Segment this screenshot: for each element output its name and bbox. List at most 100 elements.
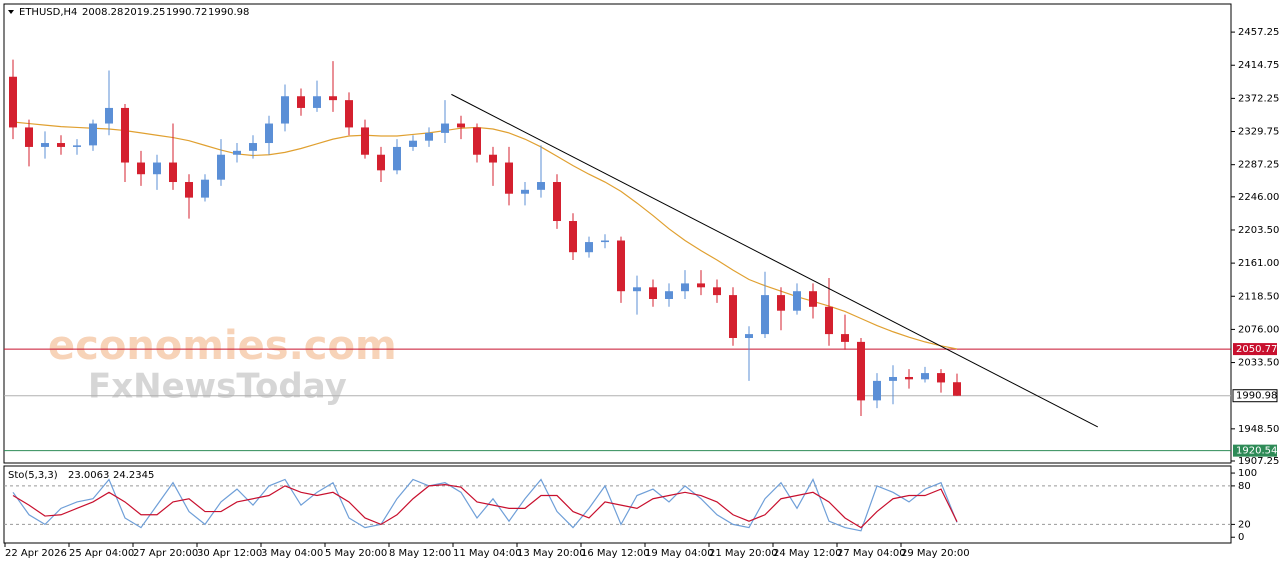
osc-tick-label: 80 bbox=[1238, 481, 1251, 492]
y-tick-label: 2457.25 bbox=[1238, 27, 1279, 38]
candle-body bbox=[57, 143, 65, 147]
candle-body bbox=[409, 140, 417, 147]
candle-body bbox=[777, 295, 785, 311]
x-tick-label: 11 May 04:00 bbox=[453, 548, 522, 559]
y-tick-label: 2076.00 bbox=[1238, 324, 1279, 335]
candle-body bbox=[217, 154, 225, 180]
header-low: 1990.72 bbox=[166, 7, 207, 18]
candle-body bbox=[521, 189, 529, 194]
candle-body bbox=[377, 154, 385, 171]
candle-body bbox=[825, 306, 833, 335]
osc-tick-label: 20 bbox=[1238, 519, 1251, 530]
candle-body bbox=[697, 283, 705, 288]
x-tick-label: 8 May 12:00 bbox=[389, 548, 451, 559]
x-tick-label: 3 May 04:00 bbox=[261, 548, 323, 559]
candle-body bbox=[105, 107, 113, 124]
candle-body bbox=[329, 96, 337, 101]
stochastic-k bbox=[12, 478, 958, 532]
candle-body bbox=[649, 287, 657, 299]
price-tag-label: 2050.77 bbox=[1236, 344, 1277, 355]
candle-body bbox=[713, 287, 721, 296]
y-tick-label: 2414.75 bbox=[1238, 60, 1279, 71]
candle-body bbox=[441, 123, 449, 133]
y-tick-label: 2161.00 bbox=[1238, 258, 1279, 269]
stochastic-d bbox=[12, 484, 958, 529]
watermark: FxNewsToday bbox=[88, 367, 347, 407]
candle-body bbox=[793, 291, 801, 311]
x-tick-label: 19 May 04:00 bbox=[645, 548, 714, 559]
y-tick-label: 2329.75 bbox=[1238, 127, 1279, 138]
candle-body bbox=[841, 334, 849, 342]
candle-body bbox=[905, 376, 913, 380]
y-tick-label: 2118.50 bbox=[1238, 291, 1279, 302]
candle-body bbox=[505, 162, 513, 194]
candle-body bbox=[761, 295, 769, 335]
x-tick-label: 25 Apr 04:00 bbox=[69, 548, 134, 559]
osc-tick-label: 100 bbox=[1238, 468, 1257, 479]
x-tick-label: 27 Apr 20:00 bbox=[133, 548, 198, 559]
candle-body bbox=[569, 221, 577, 253]
y-tick-label: 2372.25 bbox=[1238, 93, 1279, 104]
candle-body bbox=[425, 132, 433, 141]
candle-body bbox=[617, 240, 625, 292]
candle-body bbox=[665, 291, 673, 299]
price-tag bbox=[1232, 389, 1278, 403]
candle-body bbox=[953, 382, 961, 396]
y-tick-label: 2287.25 bbox=[1238, 160, 1279, 171]
candle-body bbox=[153, 162, 161, 175]
header-close: 1990.98 bbox=[208, 7, 249, 18]
osc-d-value: 24.2345 bbox=[113, 470, 154, 481]
candle-body bbox=[297, 96, 305, 108]
candle-body bbox=[121, 107, 129, 163]
osc-label: Sto(5,3,3) bbox=[8, 470, 58, 481]
candle-body bbox=[73, 145, 81, 147]
osc-k-value: 23.0063 bbox=[68, 470, 109, 481]
candle-body bbox=[281, 96, 289, 124]
candle-body bbox=[745, 334, 753, 338]
candle-body bbox=[249, 143, 257, 151]
candle-body bbox=[489, 154, 497, 163]
x-tick-label: 16 May 12:00 bbox=[581, 548, 650, 559]
candle-body bbox=[169, 162, 177, 183]
osc-tick-label: 0 bbox=[1238, 532, 1244, 543]
candle-body bbox=[9, 76, 17, 128]
y-tick-label: 2203.50 bbox=[1238, 225, 1279, 236]
x-tick-label: 29 May 20:00 bbox=[901, 548, 970, 559]
candle-body bbox=[681, 283, 689, 292]
candle-body bbox=[457, 123, 465, 128]
candle-body bbox=[25, 127, 33, 147]
candle-body bbox=[601, 240, 609, 243]
x-tick-label: 5 May 20:00 bbox=[325, 548, 387, 559]
watermark: economies.com bbox=[48, 323, 397, 369]
x-tick-label: 27 May 04:00 bbox=[837, 548, 906, 559]
candle-body bbox=[313, 96, 321, 108]
price-tag bbox=[1233, 444, 1277, 457]
price-tag-label: 1990.98 bbox=[1236, 391, 1277, 402]
candle-body bbox=[889, 376, 897, 381]
candle-body bbox=[585, 242, 593, 253]
header-open: 2008.28 bbox=[82, 7, 123, 18]
candle-body bbox=[185, 182, 193, 198]
y-tick-label: 1907.25 bbox=[1238, 456, 1279, 467]
candle-body bbox=[937, 373, 945, 383]
candle-body bbox=[201, 179, 209, 198]
candle-body bbox=[473, 127, 481, 155]
candle-body bbox=[633, 287, 641, 292]
candle-body bbox=[89, 123, 97, 146]
candle-body bbox=[553, 182, 561, 222]
candle-body bbox=[857, 341, 865, 401]
candle-body bbox=[393, 146, 401, 171]
candle-body bbox=[345, 100, 353, 128]
menu-arrow[interactable] bbox=[8, 10, 14, 14]
x-tick-label: 22 Apr 2026 bbox=[5, 548, 67, 559]
candle-body bbox=[921, 373, 929, 380]
price-tag-label: 1920.54 bbox=[1236, 446, 1277, 457]
x-tick-label: 21 May 20:00 bbox=[709, 548, 778, 559]
candle-body bbox=[265, 123, 273, 144]
x-tick-label: 24 May 12:00 bbox=[773, 548, 842, 559]
y-tick-label: 2033.50 bbox=[1238, 358, 1279, 369]
y-tick-label: 2246.00 bbox=[1238, 192, 1279, 203]
candle-body bbox=[137, 162, 145, 175]
